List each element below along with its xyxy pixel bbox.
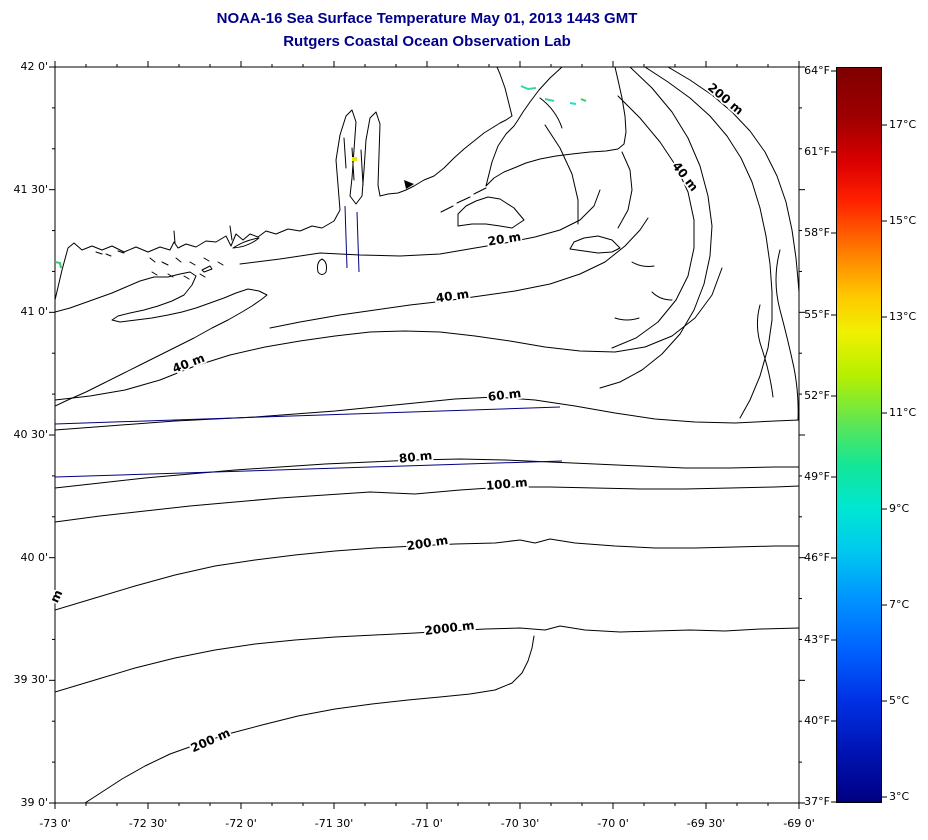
colorbar-c-label: 11°C — [889, 406, 917, 419]
y-axis-tick-label: 39 30' — [13, 673, 48, 686]
colorbar-c-label: 9°C — [889, 502, 910, 515]
page-subtitle: Rutgers Coastal Ocean Observation Lab — [283, 33, 571, 50]
transect-line-south — [55, 460, 563, 478]
contour-label-200m-canyon: 200 m — [188, 725, 232, 755]
colorbar-f-label: 52°F — [804, 389, 830, 402]
axis-ticks — [49, 61, 887, 809]
sst-patch-2 — [544, 98, 555, 102]
contour-label-40m-sound: 40 m — [435, 287, 470, 306]
sst-patch-4 — [580, 98, 587, 102]
contour-80m — [55, 458, 799, 489]
contour-label-100m: 100 m — [485, 475, 528, 493]
map-geography — [55, 67, 799, 803]
contour-label-40m-channel: 40 m — [669, 159, 701, 194]
map-marker-arrow — [404, 180, 414, 189]
contour-shoal-wisps — [539, 97, 673, 321]
contour-200m-canyon — [84, 635, 535, 803]
x-axis-tick-label: -71 0' — [411, 817, 443, 830]
colorbar-c-label: 5°C — [889, 694, 910, 707]
transect-line-vertical-1 — [344, 205, 348, 269]
contour-label-200m-gulf: 200 m — [705, 80, 746, 118]
y-axis-tick-label: 42 0' — [20, 60, 48, 73]
contour-monomoy-shoal — [617, 151, 633, 229]
sst-patch-1 — [520, 85, 537, 91]
x-axis-tick-label: -73 0' — [39, 817, 71, 830]
contour-200m — [55, 538, 799, 611]
sst-patch-6 — [55, 261, 62, 269]
colorbar-f-label: 64°F — [804, 64, 830, 77]
x-axis-tick-label: -70 0' — [597, 817, 629, 830]
y-axis-tick-label: 41 30' — [13, 183, 48, 196]
colorbar-c-label: 13°C — [889, 310, 917, 323]
page-title: NOAA-16 Sea Surface Temperature May 01, … — [216, 10, 638, 27]
contour-2000m — [55, 625, 799, 693]
contour-200m-gulf-outer — [667, 67, 799, 293]
contour-40m-sound — [269, 217, 649, 329]
y-axis-tick-label: 40 0' — [20, 551, 48, 564]
contour-channel-east — [599, 67, 713, 389]
colorbar-c-label: 7°C — [889, 598, 910, 611]
contour-right-edge-1 — [775, 249, 799, 421]
colorbar-f-label: 58°F — [804, 226, 830, 239]
contour-label-80m: 80 m — [398, 448, 433, 465]
coastline-cape-cod — [485, 67, 627, 187]
x-axis-tick-label: -71 30' — [314, 817, 354, 830]
coastline-mainland — [55, 67, 513, 301]
transect-line-north — [55, 406, 561, 425]
colorbar-f-label: 37°F — [804, 795, 830, 808]
colorbar-c-label: 17°C — [889, 118, 917, 131]
coastline-long-island — [55, 271, 268, 407]
x-axis-tick-label: -72 30' — [128, 817, 168, 830]
contour-40m-channel — [611, 95, 695, 349]
colorbar-c-label: 15°C — [889, 214, 917, 227]
colorbar-f-label: 43°F — [804, 633, 830, 646]
colorbar-f-label: 61°F — [804, 145, 830, 158]
colorbar-f-label: 49°F — [804, 470, 830, 483]
contour-40m-long-island — [55, 267, 723, 401]
colorbar — [836, 67, 882, 803]
colorbar-f-label: 55°F — [804, 308, 830, 321]
x-axis-tick-label: -72 0' — [225, 817, 257, 830]
colorbar-f-label: 40°F — [804, 714, 830, 727]
contour-20m-sound — [239, 189, 601, 265]
x-axis-tick-label: -69 30' — [686, 817, 726, 830]
y-axis-tick-label: 40 30' — [13, 428, 48, 441]
coastline-details — [95, 225, 233, 280]
x-axis-tick-label: -69 0' — [783, 817, 815, 830]
contour-label-60m: 60 m — [487, 386, 522, 404]
contour-shoals-west — [544, 124, 579, 225]
contour-label-40m-west: 40 m — [170, 351, 206, 376]
contour-right-edge-2 — [756, 304, 774, 398]
transect-line-vertical-2 — [356, 211, 360, 273]
sst-patch-5 — [352, 157, 357, 161]
contour-label-200m-shelf: 200 m — [406, 533, 449, 553]
coastline-islands — [201, 137, 621, 275]
sst-patch-3 — [569, 102, 577, 105]
contour-100m — [55, 485, 799, 523]
contour-label-20m-sound: 20 m — [487, 230, 522, 249]
contour-label-edge-m: m — [47, 588, 65, 605]
y-axis-tick-label: 41 0' — [20, 305, 48, 318]
contour-label-2000m: 2000 m — [424, 618, 475, 638]
y-axis-tick-label: 39 0' — [20, 796, 48, 809]
contour-200m-gulf-inner — [644, 67, 773, 419]
contour-60m — [55, 396, 799, 431]
colorbar-c-label: 3°C — [889, 790, 910, 803]
colorbar-f-label: 46°F — [804, 551, 830, 564]
contour-labels: 200 m 40 m 20 m 40 m 40 m 60 m 80 m 100 … — [46, 78, 748, 757]
x-axis-tick-label: -70 30' — [500, 817, 540, 830]
